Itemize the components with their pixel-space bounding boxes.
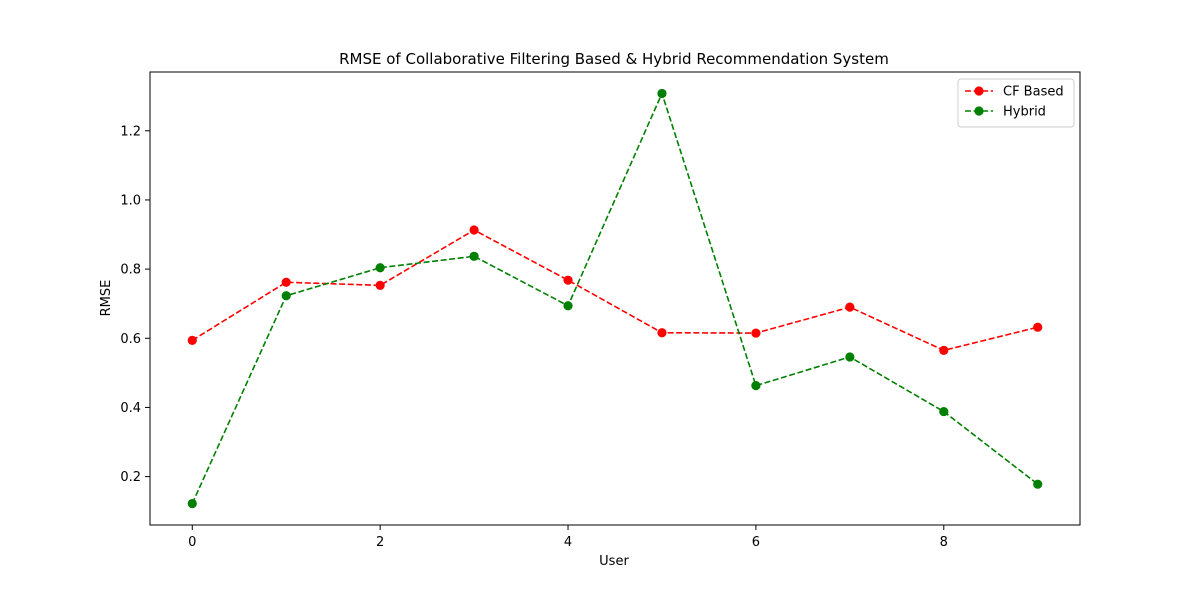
y-tick-label: 0.4 [120,401,141,416]
data-point-hybrid [375,263,385,273]
series-line-cf-based [191,229,1038,352]
y-tick-label: 0.8 [120,263,141,278]
data-point-cf-based [375,280,385,290]
legend-marker-cf-based [974,86,984,96]
y-tick-label: 1.2 [120,124,141,139]
data-point-hybrid [657,88,667,99]
data-point-cf-based [845,302,855,312]
y-axis-label: RMSE [99,280,114,317]
data-point-hybrid [939,406,949,417]
data-point-cf-based [469,225,479,235]
y-tick-label: 1.0 [120,193,141,208]
data-point-cf-based [563,275,573,285]
plot-area: 0 2 4 6 8 0.2 0.4 0.6 0.8 1.0 1.2 [120,71,1081,550]
x-tick-label: 8 [940,535,948,550]
data-point-cf-based [751,328,761,338]
chart-title: RMSE of Collaborative Filtering Based & … [339,50,889,68]
data-point-hybrid [845,352,855,362]
data-point-cf-based [939,345,949,355]
x-tick-label: 2 [376,535,384,550]
legend: CF Based Hybrid [957,78,1075,128]
data-point-cf-based [1033,322,1043,332]
data-point-cf-based [657,328,667,338]
series-line-hybrid [191,91,1039,504]
legend-marker-hybrid [974,106,984,116]
data-point-hybrid [281,291,291,301]
data-point-hybrid [1033,479,1043,489]
data-point-cf-based [187,335,197,345]
data-point-hybrid [187,498,197,509]
data-point-hybrid [563,301,573,311]
x-axis-label: User [599,554,629,569]
axes-frame [149,71,1081,526]
x-tick-label: 0 [188,535,196,550]
legend-label-hybrid: Hybrid [1003,105,1046,120]
x-tick-label: 4 [564,535,572,550]
data-point-cf-based [281,277,291,287]
x-tick-label: 6 [752,535,760,550]
series-hybrid [187,88,1043,509]
data-point-hybrid [469,251,479,261]
y-tick-label: 0.2 [120,470,141,485]
y-tick-label: 0.6 [120,332,141,347]
legend-label-cf-based: CF Based [1003,85,1064,100]
series-cf-based [187,225,1043,355]
data-point-hybrid [751,381,761,391]
